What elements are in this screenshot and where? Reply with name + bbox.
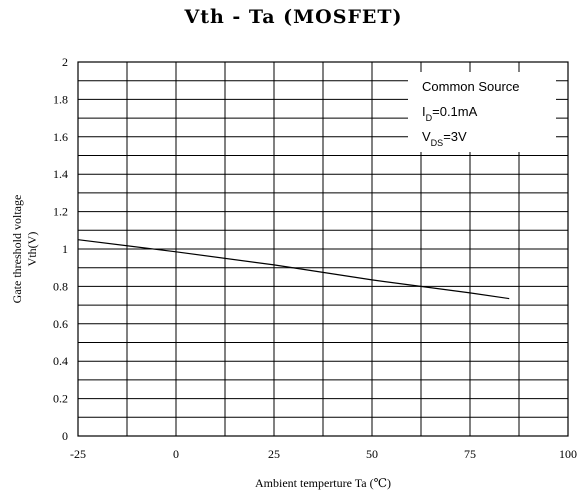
- y-tick-label: 0.4: [53, 354, 68, 368]
- x-tick-label: 0: [173, 447, 179, 461]
- x-tick-label: 100: [559, 447, 577, 461]
- x-tick-label: 50: [366, 447, 378, 461]
- y-tick-label: 0.6: [53, 317, 68, 331]
- y-tick-label: 1.2: [53, 205, 68, 219]
- y-tick-label: 0.2: [53, 392, 68, 406]
- y-tick-label: 1.8: [53, 92, 68, 106]
- y-axis-title: Gate threshold voltage Vth(V): [10, 195, 39, 304]
- x-tick-label: 25: [268, 447, 280, 461]
- y-tick-label: 1.4: [53, 167, 68, 181]
- y-axis-title-line-2: Vth(V): [25, 232, 39, 267]
- x-tick-label: 75: [464, 447, 476, 461]
- y-tick-label: 0: [62, 429, 68, 443]
- y-axis-title-line-1: Gate threshold voltage: [10, 195, 24, 304]
- legend-line-1: Common Source: [422, 79, 520, 94]
- y-tick-label: 1.6: [53, 130, 68, 144]
- y-tick-label: 1: [62, 242, 68, 256]
- y-tick-label: 0.8: [53, 279, 68, 293]
- x-tick-label: -25: [70, 447, 86, 461]
- y-tick-label: 2: [62, 55, 68, 69]
- x-axis-title: Ambient temperture Ta (℃): [255, 476, 391, 490]
